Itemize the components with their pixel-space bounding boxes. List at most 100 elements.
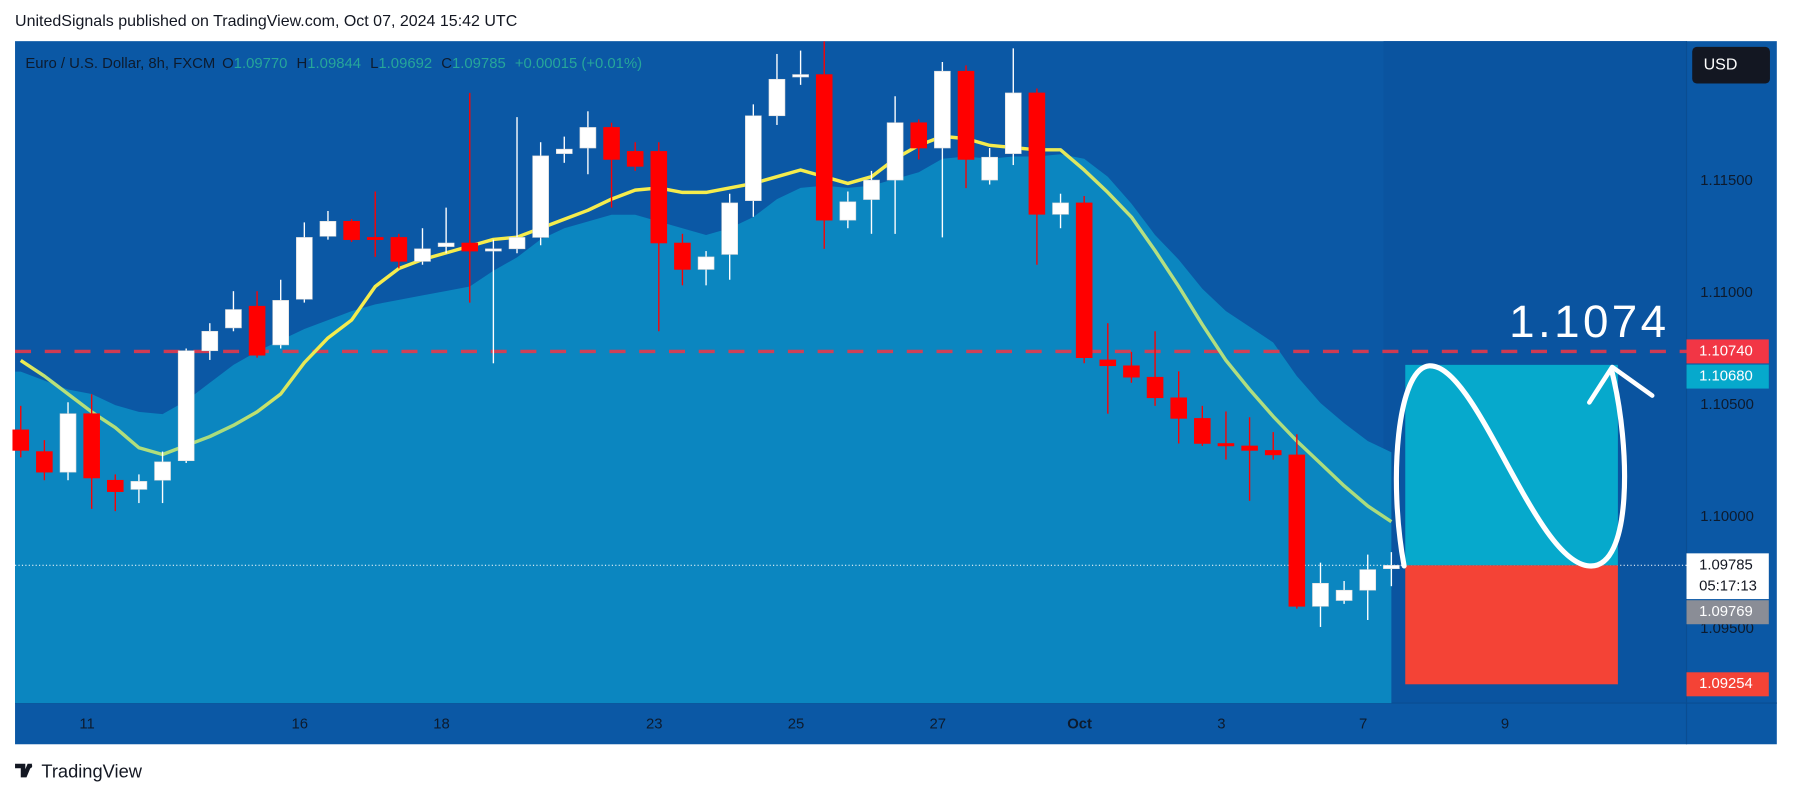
candle-body [792, 74, 809, 78]
y-tick-label: 1.09500 [1700, 621, 1754, 637]
legend-change: +0.00015 (+0.01%) [515, 56, 642, 72]
x-tick-label: 25 [788, 717, 805, 733]
candle-body [721, 202, 738, 255]
candle-body [130, 481, 148, 490]
price-label: 1.09785 [1699, 557, 1753, 573]
candle-body [36, 451, 53, 473]
price-label-box [1686, 600, 1769, 625]
candle-body [674, 242, 691, 270]
candle-body [1075, 202, 1093, 358]
legend-value: 1.09692 [378, 56, 432, 72]
currency-label: USD [1704, 56, 1738, 73]
candle-body [1146, 376, 1164, 399]
candle-body [1288, 454, 1306, 607]
candle-body [1264, 450, 1282, 456]
candle-body [12, 429, 30, 451]
x-tick-label: 18 [433, 717, 450, 733]
price-label: 1.10740 [1699, 343, 1753, 359]
price-label: 1.09254 [1699, 676, 1753, 692]
candle-body [59, 413, 77, 473]
price-label: 1.10680 [1699, 368, 1753, 384]
candle-body [437, 242, 455, 247]
legend-key: C [441, 56, 452, 72]
candle-body [485, 248, 502, 252]
candle-body [981, 156, 998, 181]
price-label-box [1686, 339, 1769, 364]
legend-value: 1.09844 [307, 56, 361, 72]
price-label-box [1686, 553, 1769, 600]
candle-body [579, 127, 597, 149]
candle-body [626, 151, 644, 167]
legend-value: 1.09770 [234, 56, 288, 72]
candle-body [603, 127, 620, 160]
candle-body [508, 237, 526, 250]
candle-body [461, 242, 479, 252]
drawn-curve [1393, 363, 1628, 569]
candle-body [154, 461, 171, 481]
header: UnitedSignals published on TradingView.c… [15, 13, 517, 30]
candle-body [1359, 569, 1377, 591]
logo-mark [15, 763, 33, 778]
footer-text: TradingView [41, 761, 142, 782]
x-tick-label: 9 [1501, 717, 1509, 733]
candle-body [414, 248, 431, 262]
candle-body [177, 350, 195, 462]
ma-line [19, 134, 1393, 524]
legend-key: O [222, 56, 234, 72]
candle-body [1241, 445, 1258, 451]
legend-key: L [370, 56, 378, 72]
price-label: 1.09769 [1699, 604, 1753, 620]
candle-body [248, 305, 266, 356]
candle-body [886, 122, 904, 181]
legend-key: H [297, 56, 308, 72]
x-tick-label: 23 [646, 717, 663, 733]
candle-body [1099, 359, 1117, 367]
candle-body [1383, 565, 1400, 569]
candle-body [910, 122, 928, 149]
x-tick-label: 3 [1217, 717, 1225, 733]
candle-body [272, 300, 289, 346]
y-tick-label: 1.11000 [1700, 285, 1753, 301]
candle-body [296, 237, 313, 300]
candle-body [768, 78, 786, 117]
position-stop [1405, 565, 1618, 685]
candle-body [1217, 443, 1235, 447]
position-target [1405, 364, 1618, 566]
candle-body [1028, 92, 1046, 215]
candle-body [343, 220, 360, 240]
candle-body [1194, 418, 1211, 444]
candle-body [1335, 589, 1353, 601]
candle-body [319, 220, 337, 237]
candle-body [1170, 397, 1187, 419]
legend-value: 1.09785 [452, 56, 506, 72]
currency-button[interactable] [1692, 46, 1770, 84]
candle-body [745, 115, 762, 201]
candle-body [839, 201, 857, 221]
candle-body [532, 155, 549, 238]
x-tick-label: 7 [1359, 717, 1367, 733]
candle-body [1004, 92, 1022, 154]
price-label-box [1686, 364, 1769, 389]
candle-body [390, 237, 408, 262]
legend: Euro / U.S. Dollar, 8h, FXCM O1.09770 H1.0… [25, 56, 642, 72]
candle-body [83, 413, 100, 479]
candle-body [697, 256, 715, 270]
x-tick-label: Oct [1067, 717, 1092, 733]
legend-symbol: Euro / U.S. Dollar, 8h, FXCM [25, 56, 215, 72]
candle-body [1052, 202, 1069, 215]
plot [12, 41, 1687, 704]
x-tick-label: 11 [79, 717, 94, 733]
footer-logo: TradingView [15, 761, 143, 782]
candle-body [650, 151, 668, 244]
candle-body [106, 479, 124, 492]
candle-body [1312, 582, 1329, 607]
candle-body [815, 74, 833, 221]
candle-body [201, 330, 219, 352]
candle-body [555, 148, 573, 154]
candle-body [934, 70, 951, 149]
price-label-box [1686, 672, 1769, 697]
candle-body [366, 237, 384, 240]
y-tick-label: 1.10500 [1700, 397, 1754, 413]
y-tick-label: 1.11500 [1700, 173, 1753, 189]
